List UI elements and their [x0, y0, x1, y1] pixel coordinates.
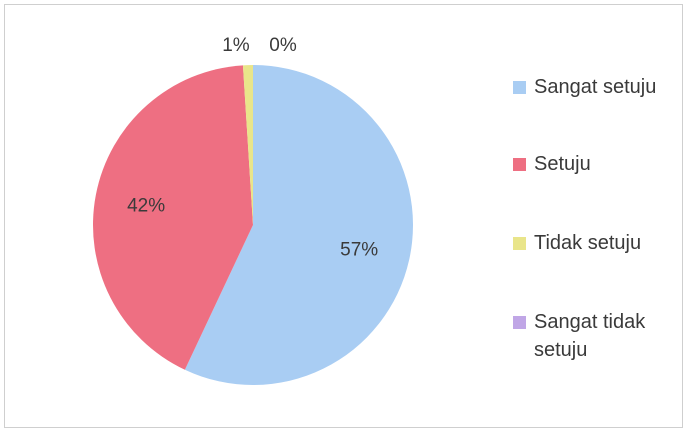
legend-item-tidak-setuju: Tidak setuju	[513, 229, 674, 257]
legend-item-setuju: Setuju	[513, 150, 674, 178]
legend-swatch-sangat-tidak-setuju	[513, 316, 526, 329]
legend-swatch-setuju	[513, 158, 526, 171]
legend-label-sangat-tidak-setuju: Sangat tidak setuju	[534, 311, 646, 361]
pie-slice-sangat-setuju	[184, 65, 414, 385]
pie-chart: 57% 42% 1% 0%	[92, 35, 414, 385]
data-label-setuju: 42%	[127, 196, 165, 217]
legend-swatch-sangat-setuju	[513, 81, 526, 94]
legend-item-sangat-tidak-setuju: Sangat tidak setuju	[513, 308, 674, 364]
data-label-sangat-tidak-setuju: 0%	[269, 35, 297, 56]
legend-swatch-tidak-setuju	[513, 237, 526, 250]
chart-frame: 57% 42% 1% 0% Sangat setuju Setuju Tidak se…	[4, 4, 683, 428]
data-label-tidak-setuju: 1%	[222, 35, 250, 56]
legend-label-setuju: Setuju	[534, 153, 591, 175]
legend-label-sangat-setuju: Sangat setuju	[534, 76, 657, 98]
data-label-sangat-setuju: 57%	[340, 240, 378, 261]
pie-slice-tidak-setuju	[242, 65, 253, 225]
pie-slice-setuju	[92, 65, 253, 370]
legend-item-sangat-setuju: Sangat setuju	[513, 73, 674, 101]
legend-label-tidak-setuju: Tidak setuju	[534, 232, 642, 254]
